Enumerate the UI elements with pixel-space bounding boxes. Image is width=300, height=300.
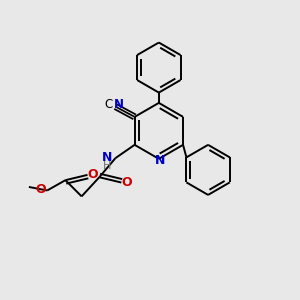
Text: C: C (105, 98, 113, 111)
Text: N: N (114, 98, 124, 111)
Text: N: N (102, 151, 112, 164)
Text: O: O (121, 176, 132, 189)
Text: O: O (35, 183, 46, 196)
Text: H: H (103, 161, 111, 171)
Text: O: O (88, 168, 98, 182)
Text: N: N (155, 154, 166, 167)
